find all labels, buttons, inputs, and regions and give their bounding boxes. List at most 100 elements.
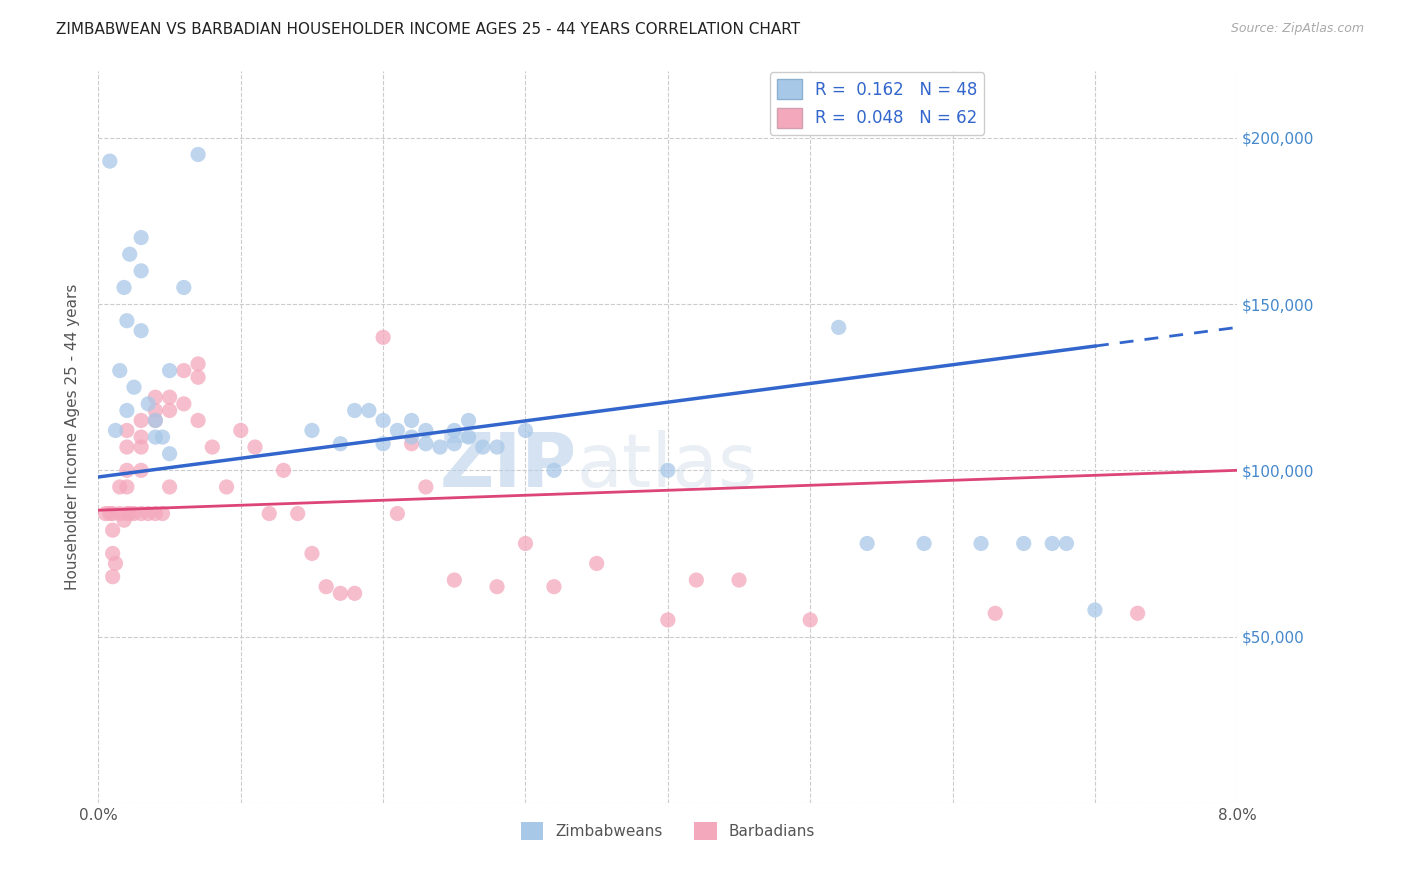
- Point: [145, 403, 167, 417]
- Point: [415, 424, 437, 438]
- Point: [108, 480, 131, 494]
- Point: [728, 573, 751, 587]
- Point: [243, 440, 266, 454]
- Point: [187, 147, 209, 161]
- Point: [115, 403, 138, 417]
- Point: [145, 507, 167, 521]
- Point: [104, 557, 127, 571]
- Text: atlas: atlas: [576, 430, 758, 503]
- Point: [229, 424, 252, 438]
- Point: [657, 463, 679, 477]
- Point: [828, 320, 851, 334]
- Point: [187, 413, 209, 427]
- Point: [112, 513, 135, 527]
- Point: [856, 536, 879, 550]
- Point: [173, 363, 195, 377]
- Point: [486, 440, 509, 454]
- Point: [543, 463, 565, 477]
- Point: [122, 380, 145, 394]
- Point: [136, 507, 159, 521]
- Point: [429, 440, 451, 454]
- Point: [101, 570, 124, 584]
- Point: [98, 507, 121, 521]
- Point: [101, 523, 124, 537]
- Point: [1012, 536, 1035, 550]
- Text: Source: ZipAtlas.com: Source: ZipAtlas.com: [1230, 22, 1364, 36]
- Y-axis label: Householder Income Ages 25 - 44 years: Householder Income Ages 25 - 44 years: [65, 284, 80, 591]
- Point: [136, 397, 159, 411]
- Point: [387, 507, 409, 521]
- Point: [1126, 607, 1149, 621]
- Point: [129, 413, 152, 427]
- Point: [984, 607, 1007, 621]
- Point: [145, 413, 167, 427]
- Point: [970, 536, 993, 550]
- Point: [112, 280, 135, 294]
- Point: [122, 507, 145, 521]
- Point: [343, 586, 366, 600]
- Point: [159, 447, 181, 461]
- Point: [515, 536, 537, 550]
- Point: [443, 573, 465, 587]
- Point: [159, 363, 181, 377]
- Point: [301, 424, 323, 438]
- Point: [401, 436, 423, 450]
- Point: [912, 536, 935, 550]
- Point: [685, 573, 707, 587]
- Point: [115, 314, 138, 328]
- Point: [129, 507, 152, 521]
- Point: [1040, 536, 1063, 550]
- Point: [585, 557, 607, 571]
- Point: [457, 430, 479, 444]
- Point: [401, 430, 423, 444]
- Point: [129, 264, 152, 278]
- Point: [201, 440, 224, 454]
- Point: [129, 430, 152, 444]
- Point: [129, 324, 152, 338]
- Point: [443, 424, 465, 438]
- Point: [343, 403, 366, 417]
- Point: [108, 363, 131, 377]
- Point: [329, 586, 352, 600]
- Point: [1056, 536, 1078, 550]
- Point: [159, 403, 181, 417]
- Point: [415, 480, 437, 494]
- Point: [101, 507, 124, 521]
- Point: [387, 424, 409, 438]
- Point: [129, 230, 152, 244]
- Point: [301, 546, 323, 560]
- Point: [108, 507, 131, 521]
- Point: [371, 436, 394, 450]
- Point: [215, 480, 238, 494]
- Point: [543, 580, 565, 594]
- Point: [145, 430, 167, 444]
- Point: [471, 440, 494, 454]
- Point: [357, 403, 380, 417]
- Point: [118, 507, 141, 521]
- Text: ZIP: ZIP: [440, 430, 576, 503]
- Point: [457, 413, 479, 427]
- Point: [152, 507, 174, 521]
- Point: [401, 413, 423, 427]
- Point: [115, 424, 138, 438]
- Point: [329, 436, 352, 450]
- Point: [1084, 603, 1107, 617]
- Point: [799, 613, 821, 627]
- Point: [115, 507, 138, 521]
- Point: [415, 436, 437, 450]
- Point: [145, 413, 167, 427]
- Point: [259, 507, 281, 521]
- Point: [187, 357, 209, 371]
- Point: [159, 390, 181, 404]
- Point: [159, 480, 181, 494]
- Point: [173, 397, 195, 411]
- Point: [152, 430, 174, 444]
- Point: [115, 440, 138, 454]
- Text: ZIMBABWEAN VS BARBADIAN HOUSEHOLDER INCOME AGES 25 - 44 YEARS CORRELATION CHART: ZIMBABWEAN VS BARBADIAN HOUSEHOLDER INCO…: [56, 22, 800, 37]
- Point: [371, 413, 394, 427]
- Point: [101, 546, 124, 560]
- Point: [104, 424, 127, 438]
- Point: [315, 580, 337, 594]
- Point: [657, 613, 679, 627]
- Point: [515, 424, 537, 438]
